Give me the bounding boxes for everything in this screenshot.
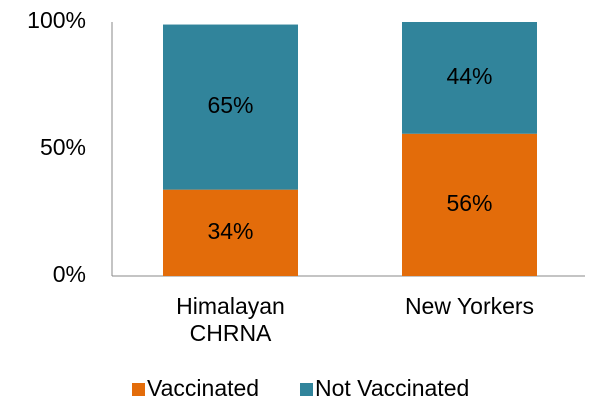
data-label: 44% [446, 63, 492, 89]
bar-segment [402, 22, 537, 134]
legend-swatch [132, 383, 145, 396]
x-tick-label: Himalayan CHRNA [176, 293, 285, 346]
bar-segment [402, 133, 537, 276]
data-label: 65% [207, 92, 253, 118]
legend-swatch [300, 383, 313, 396]
y-tick-label: 50% [40, 134, 86, 160]
bar-segment [163, 189, 298, 276]
data-label: 34% [207, 218, 253, 244]
bar-segment [163, 24, 298, 190]
x-tick-label: New Yorkers [404, 293, 535, 319]
y-tick-label: 0% [53, 261, 86, 287]
legend-label: Not Vaccinated [315, 375, 469, 401]
legend-label: Vaccinated [147, 375, 259, 401]
y-tick-label: 100% [27, 7, 86, 33]
data-label: 56% [446, 190, 492, 216]
